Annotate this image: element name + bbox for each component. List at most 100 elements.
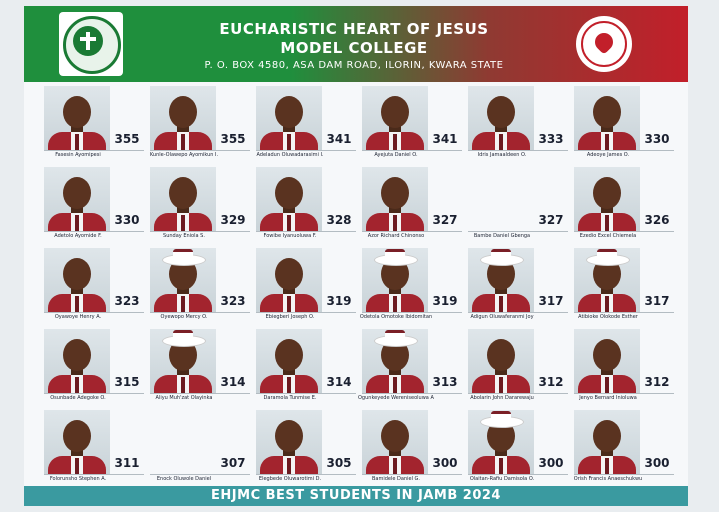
student-card: 327 Bambe Daniel Gbenga <box>468 167 568 249</box>
student-name: Adigun Oluwaferanmi Joy <box>470 314 534 320</box>
student-score: 312 <box>644 375 670 389</box>
student-name: Adetolo Ayomide F. <box>54 233 102 239</box>
header-banner: EUCHARISTIC HEART OF JESUS MODEL COLLEGE… <box>24 6 688 82</box>
student-score: 312 <box>538 375 564 389</box>
student-photo <box>468 248 534 312</box>
student-card: 312 Abolarin John Dararewaju <box>468 329 568 411</box>
student-name: Abolarin John Dararewaju <box>470 395 534 401</box>
student-name: Kunle-Olawepo Ayomikun I. <box>149 152 219 158</box>
student-score: 333 <box>538 132 564 146</box>
name-underline <box>362 312 462 313</box>
name-underline <box>256 393 356 394</box>
student-name: Sunday Eniola S. <box>163 233 205 239</box>
student-photo <box>574 248 640 312</box>
student-name: Adeoye James O. <box>586 152 630 158</box>
name-underline <box>468 312 568 313</box>
student-score: 300 <box>644 456 670 470</box>
name-underline <box>362 150 462 151</box>
student-card: 333 Idris Jamaaldeen O. <box>468 86 568 168</box>
student-score: 330 <box>644 132 670 146</box>
student-photo <box>44 167 110 231</box>
student-score: 319 <box>432 294 458 308</box>
name-underline <box>362 231 462 232</box>
student-card: 312 Jenyo Bernard Inioluwa <box>574 329 674 411</box>
student-score: 311 <box>114 456 140 470</box>
name-underline <box>574 474 674 475</box>
student-photo <box>256 410 322 474</box>
student-score: 328 <box>326 213 352 227</box>
student-name: Azor Richard Chinonso <box>367 233 425 239</box>
student-name: Fowibe Iyanuoluwa F. <box>263 233 317 239</box>
name-underline <box>44 474 144 475</box>
name-underline <box>362 393 462 394</box>
student-score: 315 <box>114 375 140 389</box>
footer-banner: EHJMC BEST STUDENTS IN JAMB 2024 <box>24 486 688 506</box>
student-card: 355 Kunle-Olawepo Ayomikun I. <box>150 86 250 168</box>
student-score: 323 <box>114 294 140 308</box>
name-underline <box>44 150 144 151</box>
name-underline <box>256 150 356 151</box>
student-score: 300 <box>538 456 564 470</box>
student-photo <box>256 86 322 150</box>
student-photo <box>150 86 216 150</box>
student-name: Ayejuta Daniel O. <box>374 152 418 158</box>
student-score: 317 <box>644 294 670 308</box>
student-photo <box>574 167 640 231</box>
student-name: Jenyo Bernard Inioluwa <box>579 395 637 401</box>
student-score: 326 <box>644 213 670 227</box>
student-photo <box>362 167 428 231</box>
student-card: 317 Atibioke Olokode Esther <box>574 248 674 330</box>
student-card: 305 Elegbede Oluwarotimi D. <box>256 410 356 492</box>
student-photo <box>44 410 110 474</box>
student-photo <box>256 329 322 393</box>
student-card: 328 Fowibe Iyanuoluwa F. <box>256 167 356 249</box>
student-card: 319 Ebiegberi Joseph O. <box>256 248 356 330</box>
student-name: Ezedio Excel Chiemela <box>579 233 637 239</box>
student-score: 307 <box>220 456 246 470</box>
student-photo <box>150 248 216 312</box>
student-card: 341 Adeladun Oluwadarasimi I. <box>256 86 356 168</box>
student-card: 341 Ayejuta Daniel O. <box>362 86 462 168</box>
student-name: Elegbede Oluwarotimi D. <box>258 476 322 482</box>
student-photo <box>150 329 216 393</box>
name-underline <box>574 150 674 151</box>
student-score: 355 <box>114 132 140 146</box>
student-score: 314 <box>326 375 352 389</box>
student-card: 315 Osunbade Adegoke O. <box>44 329 144 411</box>
student-photo <box>574 86 640 150</box>
student-card: 307 Enock Oluwole Daniel <box>150 410 250 492</box>
name-underline <box>150 312 250 313</box>
name-underline <box>150 474 250 475</box>
student-photo <box>44 329 110 393</box>
student-card: 323 Oyewopo Mercy O. <box>150 248 250 330</box>
student-photo <box>468 410 534 474</box>
student-score: 327 <box>538 213 564 227</box>
student-card: 313 Ogunkeyede Wereniseoluwa A. <box>358 329 462 411</box>
student-card: 319 Odetola Omotoke Ibidomitan <box>360 248 462 330</box>
name-underline <box>468 231 568 232</box>
student-card: 355 Fasesin Ayomipesi <box>44 86 144 168</box>
student-name: Bambe Daniel Gbenga <box>473 233 531 239</box>
name-underline <box>574 393 674 394</box>
student-photo <box>574 329 640 393</box>
student-name: Osunbade Adegoke O. <box>50 395 106 401</box>
name-underline <box>574 312 674 313</box>
student-name: Folorunsho Stephen A. <box>49 476 107 482</box>
student-card: 314 Daramola Tunmise E. <box>256 329 356 411</box>
school-name-line2: MODEL COLLEGE <box>280 39 428 57</box>
student-name: Adeladun Oluwadarasimi I. <box>256 152 324 158</box>
name-underline <box>150 231 250 232</box>
student-photo <box>468 86 534 150</box>
student-card: 300 Bamidele Daniel G. <box>362 410 462 492</box>
name-underline <box>44 393 144 394</box>
student-card: 300 Orish Francis Anaeschukwu <box>574 410 674 492</box>
name-underline <box>256 231 356 232</box>
student-photo <box>150 167 216 231</box>
heart-seal-icon <box>576 16 632 72</box>
student-name: Ebiegberi Joseph O. <box>265 314 315 320</box>
student-score: 329 <box>220 213 246 227</box>
student-name: Idris Jamaaldeen O. <box>477 152 527 158</box>
name-underline <box>256 474 356 475</box>
name-underline <box>150 150 250 151</box>
school-crest-icon <box>59 12 123 76</box>
